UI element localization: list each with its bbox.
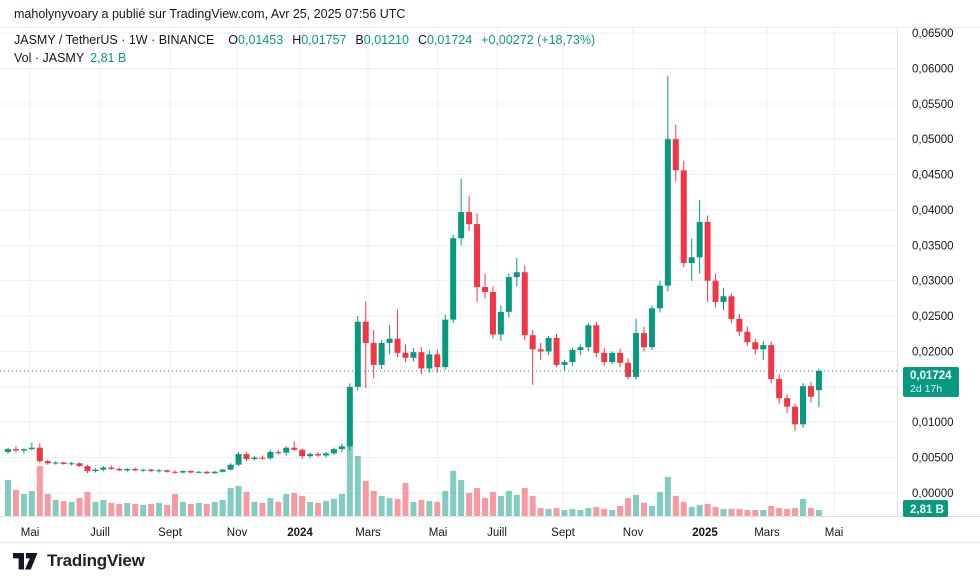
volume-layer (5, 441, 822, 516)
svg-text:2,81 B: 2,81 B (910, 504, 944, 516)
volume-badge: 2,81 B (903, 500, 948, 517)
candles-layer (5, 76, 822, 474)
low-value: 0,01210 (363, 33, 409, 47)
ohlc-open: O0,01453 (228, 33, 284, 47)
axes-layer[interactable]: 0,06500 0,06000 0,05500 0,05000 0,04500 0,040… (0, 28, 980, 539)
svg-text:0,02000: 0,02000 (912, 346, 954, 358)
svg-text:0,03500: 0,03500 (912, 240, 954, 252)
svg-text:2024: 2024 (287, 527, 313, 539)
symbol-title[interactable]: JASMY / TetherUS · 1W · BINANCE (14, 33, 215, 47)
svg-text:0,03000: 0,03000 (912, 276, 954, 288)
attribution-text: maholynyvoary a publié sur TradingView.c… (14, 7, 406, 21)
svg-text:0,01000: 0,01000 (912, 417, 954, 429)
svg-text:Juill: Juill (487, 527, 507, 539)
svg-text:Mars: Mars (355, 527, 381, 539)
legend-symbol-row: JASMY / TetherUS · 1W · BINANCE O0,01453… (14, 33, 595, 47)
svg-text:0,02500: 0,02500 (912, 311, 954, 323)
attribution-bar: maholynyvoary a publié sur TradingView.c… (0, 0, 980, 28)
grid-layer (0, 28, 897, 516)
svg-text:0,05000: 0,05000 (912, 134, 954, 146)
svg-text:Mai: Mai (429, 527, 448, 539)
svg-text:0,06500: 0,06500 (912, 28, 954, 40)
svg-text:0,00500: 0,00500 (912, 453, 954, 465)
close-value: 0,01724 (426, 33, 473, 47)
ohlc-close: C0,01724 (417, 33, 473, 47)
ohlc-low: B0,01210 (355, 33, 409, 47)
brand-name[interactable]: TradingView (47, 551, 145, 570)
tv-glyph-icon (13, 552, 38, 569)
ohlc-high: H0,01757 (292, 33, 347, 47)
volume-value: 2,81 B (90, 51, 127, 65)
svg-text:Mai: Mai (21, 527, 40, 539)
high-value: 0,01757 (301, 33, 347, 47)
svg-text:0,06000: 0,06000 (912, 63, 954, 75)
svg-text:0,05500: 0,05500 (912, 99, 954, 111)
svg-text:0,04000: 0,04000 (912, 205, 954, 217)
open-value: 0,01453 (238, 33, 284, 47)
svg-text:0,01724: 0,01724 (910, 370, 952, 382)
svg-text:Sept: Sept (158, 527, 182, 539)
svg-text:Mai: Mai (825, 527, 844, 539)
change-value: +0,00272 (+18,73%) (481, 33, 596, 47)
svg-text:Juill: Juill (90, 527, 110, 539)
chart-legend: JASMY / TetherUS · 1W · BINANCE O0,01453… (14, 33, 595, 65)
svg-text:Sept: Sept (551, 527, 575, 539)
footer-bar: TradingView (0, 542, 980, 579)
svg-text:Nov: Nov (623, 527, 644, 539)
legend-volume-row: Vol · JASMY 2,81 B (14, 51, 595, 65)
svg-text:2d 17h: 2d 17h (910, 383, 942, 395)
svg-text:0,04500: 0,04500 (912, 170, 954, 182)
price-chart-svg[interactable]: 0,06500 0,06000 0,05500 0,05000 0,04500 0,040… (0, 28, 980, 542)
volume-label[interactable]: Vol · JASMY (14, 51, 85, 65)
svg-text:2025: 2025 (692, 527, 718, 539)
svg-text:Nov: Nov (227, 527, 248, 539)
svg-text:0,00000: 0,00000 (912, 488, 954, 500)
svg-text:Mars: Mars (754, 527, 780, 539)
tradingview-logo-icon[interactable] (13, 552, 40, 570)
